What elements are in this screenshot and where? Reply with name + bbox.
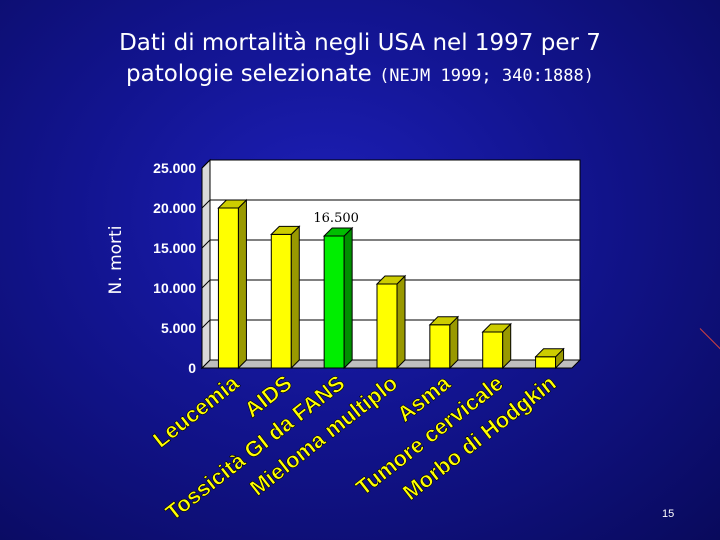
bar bbox=[535, 356, 557, 369]
bar-top bbox=[481, 323, 512, 333]
bar bbox=[429, 324, 451, 369]
bar-side bbox=[396, 274, 406, 370]
bar-top bbox=[534, 348, 565, 358]
bar-top bbox=[217, 199, 248, 209]
gridline-depth bbox=[201, 239, 211, 249]
bar bbox=[217, 207, 239, 369]
y-tick-label: 20.000 bbox=[153, 200, 196, 216]
category-label: Leucemia bbox=[148, 370, 244, 453]
bar-side bbox=[290, 225, 300, 370]
bar bbox=[376, 283, 398, 369]
y-tick-label: 15.000 bbox=[153, 240, 196, 256]
gridline-depth bbox=[201, 199, 211, 209]
y-tick-label: 0 bbox=[188, 360, 196, 376]
gridline-depth bbox=[201, 159, 211, 169]
gridline-depth bbox=[201, 319, 211, 329]
gridline-depth bbox=[201, 279, 211, 289]
bar-top bbox=[322, 227, 354, 237]
bar-top bbox=[375, 275, 407, 285]
bar-side bbox=[343, 226, 353, 370]
title-reference: (NEJM 1999; 340:1888) bbox=[379, 66, 594, 86]
y-tick-label: 5.000 bbox=[161, 320, 196, 336]
bar bbox=[482, 331, 504, 369]
bar-top bbox=[428, 316, 460, 326]
chart-side-wall bbox=[201, 158, 211, 370]
y-tick-label: 25.000 bbox=[153, 160, 196, 176]
title-line-2: patologie selezionate bbox=[126, 61, 372, 87]
slide-title: Dati di mortalità negli USA nel 1997 per… bbox=[60, 28, 660, 92]
data-label: 16.500 bbox=[313, 211, 359, 226]
bar bbox=[323, 235, 345, 369]
bar-top bbox=[270, 225, 301, 235]
bar-side bbox=[449, 315, 459, 370]
title-line-1: Dati di mortalità negli USA nel 1997 per… bbox=[119, 30, 601, 56]
bar-side bbox=[237, 198, 247, 370]
y-tick-label: 10.000 bbox=[153, 280, 196, 296]
page-number: 15 bbox=[662, 508, 675, 520]
bar bbox=[270, 233, 292, 369]
